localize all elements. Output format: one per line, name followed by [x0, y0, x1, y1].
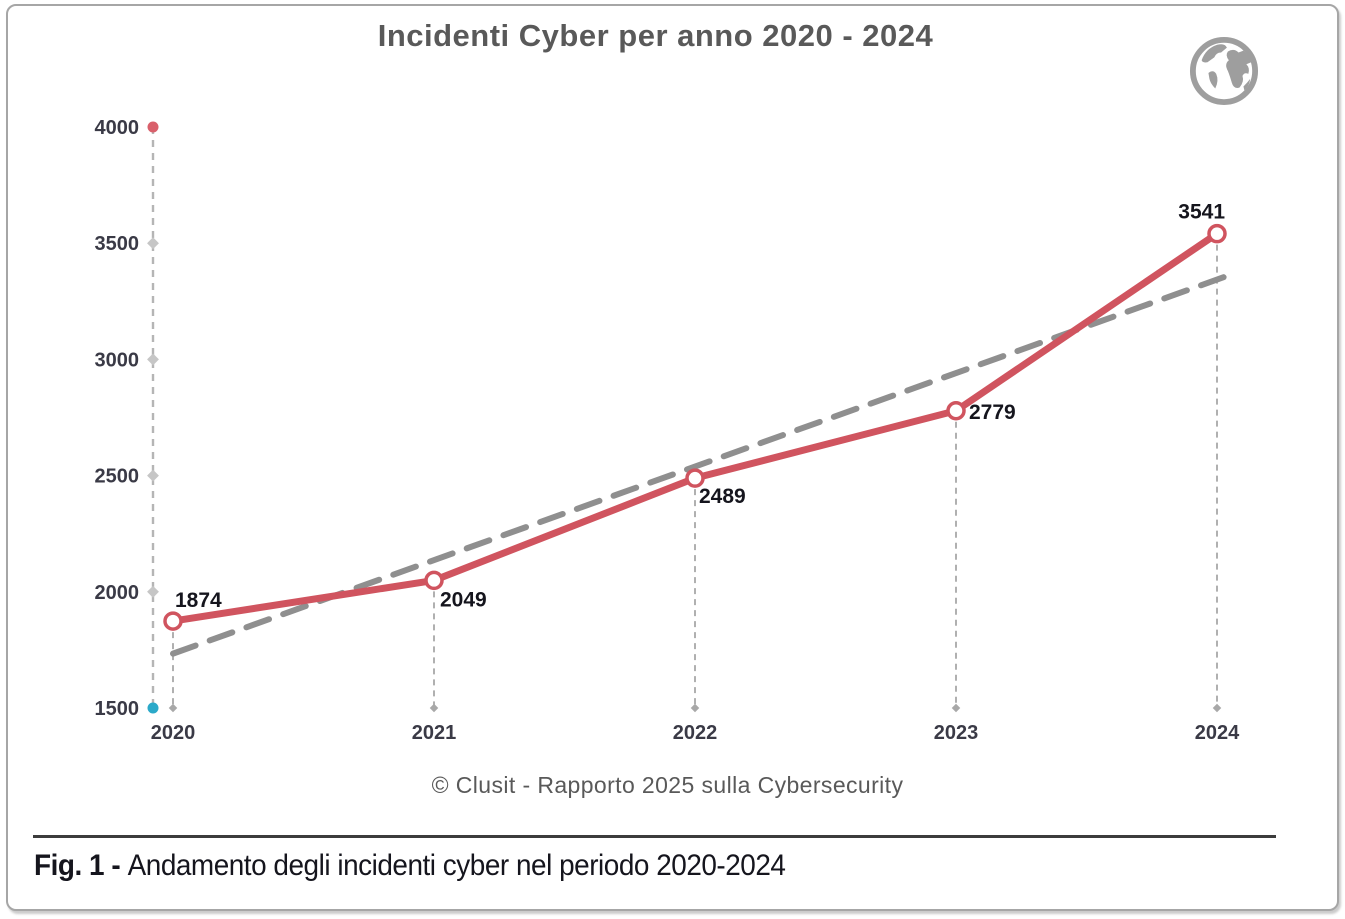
- figure-caption: Fig. 1 - Andamento degli incidenti cyber …: [34, 849, 786, 883]
- x-tick-label: 2022: [673, 722, 718, 744]
- data-point-label: 1874: [175, 589, 222, 612]
- data-point-marker: [685, 468, 705, 488]
- y-axis-tick-marker: [147, 585, 159, 598]
- x-tick-label: 2023: [934, 722, 979, 744]
- data-point-marker: [1207, 223, 1227, 244]
- data-point-label: 3541: [1178, 201, 1225, 224]
- y-axis-top-marker: [147, 121, 159, 133]
- y-tick-label: 2500: [95, 466, 140, 488]
- drop-line-end-marker: [951, 703, 961, 713]
- y-axis-bottom-marker: [147, 702, 159, 714]
- y-tick-label: 1500: [95, 698, 140, 720]
- x-tick-label: 2020: [151, 722, 196, 744]
- data-point-label: 2779: [969, 401, 1016, 424]
- x-tick-label: 2024: [1195, 722, 1240, 744]
- data-point-marker: [946, 401, 966, 421]
- y-tick-label: 4000: [95, 117, 140, 139]
- figure-page: Incidenti Cyber per anno 2020 - 2024 150…: [6, 4, 1339, 911]
- drop-line-end-marker: [429, 703, 439, 713]
- data-point-marker: [424, 570, 444, 591]
- trend-line: [170, 272, 1230, 657]
- data-point-label: 2049: [440, 588, 487, 611]
- chart-title: Incidenti Cyber per anno 2020 - 2024: [377, 18, 934, 53]
- y-axis-tick-marker: [147, 469, 159, 482]
- drop-line-end-marker: [690, 703, 700, 713]
- source-caption: © Clusit - Rapporto 2025 sulla Cybersecu…: [431, 772, 904, 798]
- x-tick-label: 2021: [412, 722, 457, 744]
- y-tick-label: 3000: [95, 349, 140, 371]
- line-chart: 1500 2000 2500 3000 3500 4000 2020 2021 2022 2023…: [95, 117, 1241, 744]
- data-point-label: 2489: [699, 485, 746, 508]
- drop-line-end-marker: [1212, 703, 1222, 713]
- y-axis-tick-marker: [147, 237, 159, 250]
- y-tick-label: 2000: [95, 582, 140, 604]
- globe-icon: [1189, 36, 1259, 106]
- y-tick-label: 3500: [95, 233, 140, 255]
- series-line: [169, 230, 1221, 625]
- figure-label: Fig. 1 -: [34, 849, 121, 882]
- data-point-marker: [163, 611, 183, 631]
- caption-divider: [33, 835, 1276, 838]
- figure-caption-text: Andamento degli incidenti cyber nel peri…: [127, 849, 786, 882]
- y-axis-tick-marker: [147, 353, 159, 366]
- drop-line-end-marker: [168, 703, 178, 713]
